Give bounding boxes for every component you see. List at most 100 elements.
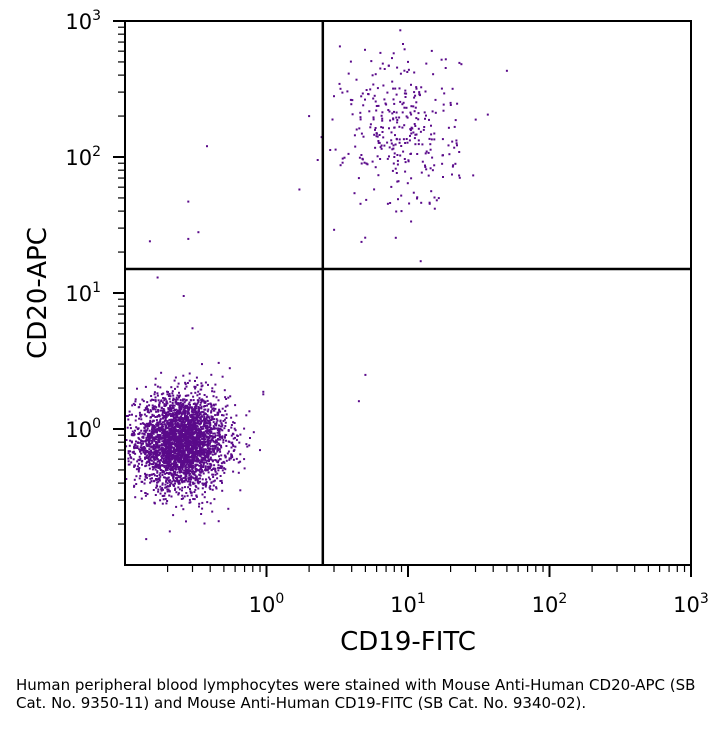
data-point [204,417,206,420]
data-point [390,131,393,134]
data-point [156,460,159,463]
data-point [209,458,212,461]
data-point [178,488,181,491]
data-point [186,404,189,407]
data-point [192,482,195,485]
data-point [262,390,265,393]
data-point [145,436,148,439]
data-point [331,118,334,121]
data-point [243,467,246,470]
data-point [375,105,378,107]
data-point [160,409,163,412]
data-point [368,110,371,113]
data-point [167,424,170,427]
data-point [230,426,233,429]
data-point [201,487,204,490]
data-point [145,462,148,465]
data-point [170,419,173,422]
data-point [187,471,190,473]
data-point [207,476,210,479]
data-point [194,468,197,471]
data-point [184,449,187,452]
data-point [162,455,165,458]
data-point [162,444,165,447]
data-point [178,408,181,411]
data-point [163,462,166,465]
data-point [157,423,160,426]
data-point [125,478,128,480]
data-point [339,87,342,90]
data-point [185,456,188,459]
data-point [215,396,218,399]
data-point [159,420,162,423]
data-point [221,469,224,472]
data-point [213,479,216,482]
data-point [148,404,151,407]
data-point [195,416,198,419]
data-point [164,448,167,451]
data-point [211,510,214,513]
data-point [203,431,206,434]
data-point [187,442,190,445]
data-point [151,440,154,443]
data-point [146,450,149,453]
data-point [235,438,238,441]
data-point [174,488,176,491]
data-point [166,460,169,463]
data-point [193,411,195,414]
data-point [181,446,184,448]
data-point [194,380,196,382]
data-point [178,396,180,399]
x-tick-label: 100 [249,591,285,617]
data-point [221,465,224,468]
data-point [145,406,148,409]
data-point [198,464,201,467]
data-point [185,424,188,427]
data-point [206,426,209,429]
data-point [430,49,433,52]
data-point [182,444,185,447]
data-point [429,167,432,170]
data-point [169,447,172,450]
data-point [144,453,147,456]
data-point [191,327,194,330]
data-point [152,399,155,401]
data-point [165,424,168,427]
data-point [440,87,443,90]
data-point [191,454,194,457]
data-point [195,475,198,478]
data-point [166,420,169,423]
data-point [403,92,406,95]
data-point [388,146,391,149]
data-point [173,454,176,457]
data-point [188,408,191,410]
data-point [207,438,210,441]
data-point [230,424,233,426]
data-point [389,119,392,122]
data-point [162,451,165,453]
data-point [201,437,204,440]
data-point [357,177,360,180]
data-point [153,458,156,460]
data-point [217,520,220,523]
data-point [190,464,193,467]
data-point [361,92,364,95]
data-point [148,441,150,444]
data-point [360,162,363,165]
data-point [145,429,148,432]
data-point [154,400,157,403]
data-point [145,442,148,445]
data-point [424,166,427,168]
data-point [198,461,201,464]
data-point [190,432,193,435]
data-point [139,441,142,444]
data-point [209,428,212,431]
data-point [145,425,148,428]
data-point [219,428,221,430]
data-point [221,429,224,432]
data-point [183,469,186,472]
data-point [169,453,172,456]
data-point [182,374,185,377]
data-point [198,505,200,508]
data-point [213,404,216,407]
